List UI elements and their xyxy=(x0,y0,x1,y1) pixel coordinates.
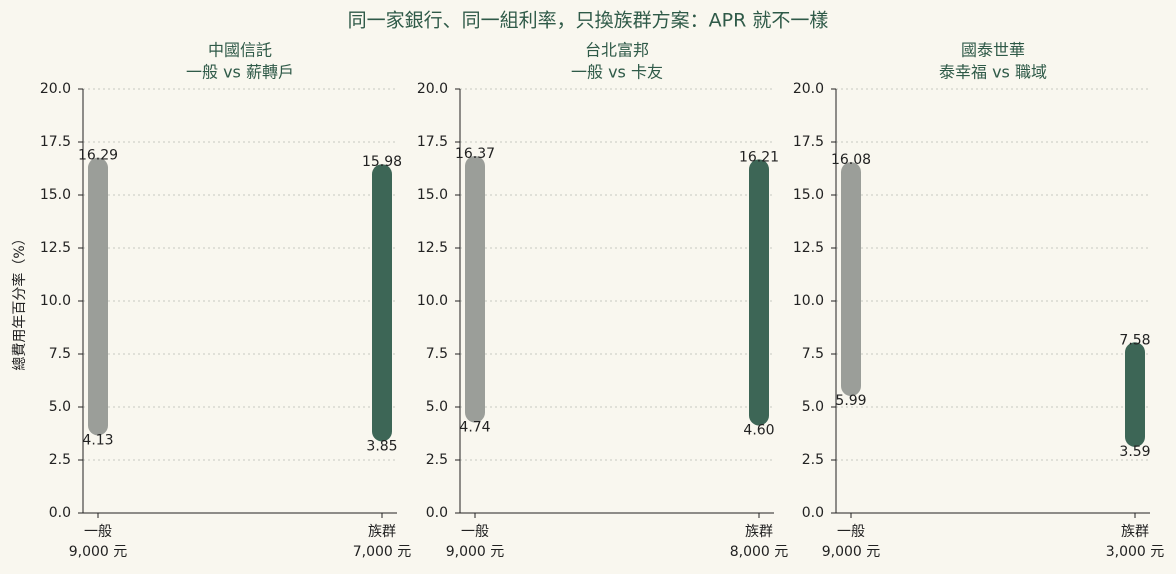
figure-title: 同一家銀行、同一組利率，只換族群方案：APR 就不一樣 xyxy=(348,10,829,32)
y-tick-label: 17.5 xyxy=(793,134,824,150)
y-tick-label: 12.5 xyxy=(40,240,71,256)
x-tick-label: 一般 xyxy=(837,524,865,540)
y-tick-label: 20.0 xyxy=(417,81,448,97)
y-axis-label: 總費用年百分率（%） xyxy=(11,231,28,370)
x-tick-label: 一般 xyxy=(461,524,489,540)
x-tick-label: 族群 xyxy=(368,524,396,540)
low-label: 3.59 xyxy=(1119,444,1150,460)
y-tick-label: 7.5 xyxy=(426,346,448,362)
y-tick-label: 12.5 xyxy=(793,240,824,256)
subplot-title: 國泰世華 xyxy=(961,41,1025,60)
y-tick-label: 2.5 xyxy=(49,452,71,468)
high-label: 15.98 xyxy=(362,154,402,170)
y-tick-label: 0.0 xyxy=(802,505,824,521)
y-tick-label: 15.0 xyxy=(793,187,824,203)
y-tick-label: 7.5 xyxy=(49,346,71,362)
y-tick-label: 20.0 xyxy=(793,81,824,97)
x-tick-sublabel: 7,000 元 xyxy=(353,544,412,560)
y-tick-label: 2.5 xyxy=(426,452,448,468)
x-tick-sublabel: 3,000 元 xyxy=(1106,544,1165,560)
x-tick-sublabel: 9,000 元 xyxy=(446,544,505,560)
y-tick-label: 20.0 xyxy=(40,81,71,97)
low-label: 4.60 xyxy=(743,422,774,438)
low-label: 4.74 xyxy=(459,420,490,436)
y-tick-label: 5.0 xyxy=(802,399,824,415)
y-tick-label: 10.0 xyxy=(793,293,824,309)
high-label: 16.37 xyxy=(455,146,495,162)
y-tick-label: 0.0 xyxy=(49,505,71,521)
y-tick-label: 17.5 xyxy=(417,134,448,150)
y-tick-label: 10.0 xyxy=(417,293,448,309)
y-tick-label: 10.0 xyxy=(40,293,71,309)
x-tick-label: 族群 xyxy=(745,524,773,540)
y-tick-label: 17.5 xyxy=(40,134,71,150)
subplot-title: 台北富邦 xyxy=(585,41,649,60)
x-tick-label: 族群 xyxy=(1121,524,1149,540)
x-tick-sublabel: 9,000 元 xyxy=(822,544,881,560)
subplot-subtitle: 一般 vs 卡友 xyxy=(571,63,663,82)
low-label: 3.85 xyxy=(366,438,397,454)
low-label: 4.13 xyxy=(82,432,113,448)
low-label: 5.99 xyxy=(835,393,866,409)
x-tick-label: 一般 xyxy=(84,524,112,540)
y-tick-label: 12.5 xyxy=(417,240,448,256)
y-tick-label: 5.0 xyxy=(426,399,448,415)
y-tick-label: 15.0 xyxy=(417,187,448,203)
high-label: 16.29 xyxy=(78,148,118,164)
subplot-subtitle: 泰幸福 vs 職域 xyxy=(939,63,1047,82)
high-label: 16.21 xyxy=(739,149,779,165)
x-tick-sublabel: 9,000 元 xyxy=(69,544,128,560)
high-label: 7.58 xyxy=(1119,332,1150,348)
y-tick-label: 0.0 xyxy=(426,505,448,521)
y-tick-label: 7.5 xyxy=(802,346,824,362)
y-tick-label: 15.0 xyxy=(40,187,71,203)
x-tick-sublabel: 8,000 元 xyxy=(730,544,789,560)
y-tick-label: 2.5 xyxy=(802,452,824,468)
subplot-title: 中國信託 xyxy=(208,41,272,60)
y-tick-label: 5.0 xyxy=(49,399,71,415)
high-label: 16.08 xyxy=(831,152,871,168)
subplot-subtitle: 一般 vs 薪轉戶 xyxy=(186,63,294,82)
